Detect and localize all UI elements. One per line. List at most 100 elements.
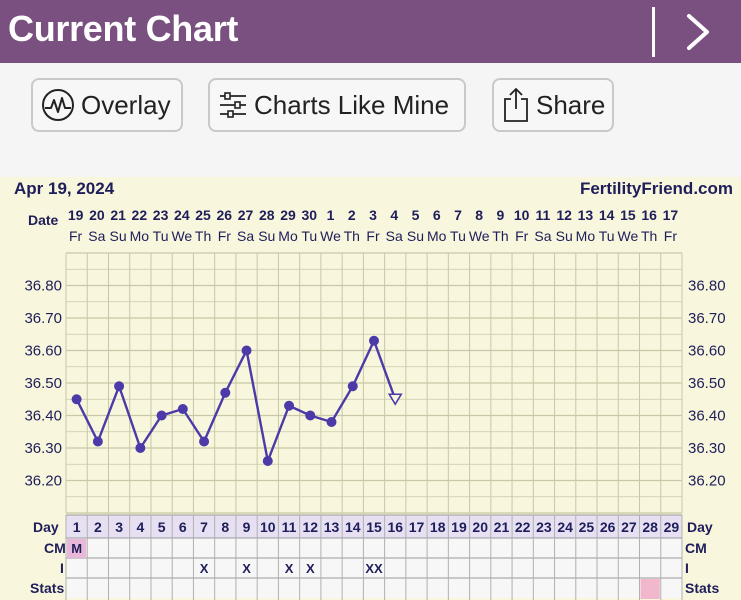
header-bar: Current Chart (0, 0, 741, 63)
date-label: 17 (663, 207, 679, 223)
date-label: 20 (89, 207, 105, 223)
weekday-label: Su (407, 228, 424, 244)
date-label: 10 (514, 207, 530, 223)
temperature-point (284, 400, 295, 411)
cycle-day-label: 28 (642, 519, 658, 535)
pulse-circle-icon (42, 89, 74, 121)
cm-marker-cell (67, 539, 87, 558)
weekday-label: We (171, 228, 192, 244)
overlay-button[interactable]: Overlay (31, 78, 183, 132)
page-title: Current Chart (8, 8, 239, 49)
date-label: 8 (475, 207, 483, 223)
cycle-day-label: 3 (115, 519, 123, 535)
weekday-label: Th (195, 228, 211, 244)
date-label: 5 (412, 207, 420, 223)
y-tick-label-left: 36.50 (24, 375, 62, 392)
temperature-point (71, 394, 82, 405)
cycle-day-label: 14 (345, 519, 361, 535)
weekday-label: Su (556, 228, 573, 244)
date-label: 4 (390, 207, 398, 223)
y-tick-label-left: 36.70 (24, 310, 62, 327)
date-label: 1 (327, 207, 335, 223)
weekday-label: We (469, 228, 490, 244)
weekday-label: We (618, 228, 639, 244)
weekday-label: Sa (237, 228, 254, 244)
cycle-day-label: 22 (515, 519, 531, 535)
intercourse-entry: X (285, 561, 294, 576)
cycle-day-label: 23 (536, 519, 552, 535)
cycle-day-label: 29 (664, 519, 680, 535)
chevron-right-icon[interactable] (683, 12, 713, 52)
intercourse-entry: XX (365, 561, 383, 576)
intercourse-entry: X (306, 561, 315, 576)
date-label: 22 (132, 207, 148, 223)
date-label: 24 (174, 207, 190, 223)
weekday-label: Tu (599, 228, 615, 244)
chart-date-title: Apr 19, 2024 (14, 179, 115, 198)
date-label: 3 (369, 207, 377, 223)
cycle-day-label: 15 (366, 519, 382, 535)
date-label: 11 (536, 207, 551, 223)
overlay-label: Overlay (81, 89, 171, 120)
weekday-label: Fr (366, 228, 380, 244)
data-row-band (66, 558, 682, 578)
cycle-day-label: 9 (243, 519, 251, 535)
y-tick-label-right: 36.20 (688, 473, 726, 490)
weekday-label: We (320, 228, 341, 244)
weekday-label: Su (258, 228, 275, 244)
temperature-point (326, 417, 337, 427)
date-label: 13 (578, 207, 594, 223)
i-row-label-left: I (60, 560, 64, 576)
temperature-point (135, 443, 146, 453)
header-divider (652, 7, 655, 57)
weekday-label: Su (110, 228, 127, 244)
day-row-label-right: Day (687, 519, 713, 535)
cycle-day-label: 5 (158, 519, 166, 535)
date-label: 30 (301, 207, 317, 223)
temperature-point (369, 335, 379, 346)
temperature-point (156, 410, 167, 421)
sliders-icon (220, 92, 246, 118)
y-tick-label-left: 36.40 (24, 408, 62, 425)
share-button[interactable]: Share (492, 78, 614, 132)
weekday-label: Th (344, 228, 360, 244)
cycle-day-label: 2 (94, 519, 102, 535)
date-label: 7 (454, 207, 462, 223)
y-tick-label-right: 36.60 (688, 343, 726, 360)
temperature-point (241, 345, 252, 356)
weekday-label: Th (641, 228, 657, 244)
date-label: 23 (153, 207, 169, 223)
cycle-day-label: 8 (221, 519, 229, 535)
weekday-label: Th (492, 228, 508, 244)
weekday-label: Sa (386, 228, 403, 244)
temperature-point (114, 381, 125, 392)
charts-like-mine-button[interactable]: Charts Like Mine (208, 78, 466, 132)
weekday-label: Fr (69, 228, 83, 244)
stats-marker-cell (640, 579, 660, 599)
chart-brand: FertilityFriend.com (580, 179, 733, 198)
y-tick-label-left: 36.60 (24, 343, 62, 360)
intercourse-entry: X (242, 561, 251, 576)
open-temperature-point (387, 393, 403, 406)
cycle-day-label: 11 (282, 519, 297, 535)
weekday-label: Tu (450, 228, 466, 244)
stats-row-label-left: Stats (30, 580, 64, 596)
date-label: 12 (556, 207, 572, 223)
charts-like-mine-label: Charts Like Mine (254, 89, 450, 120)
cycle-day-label: 17 (409, 519, 425, 535)
cycle-day-label: 4 (136, 519, 144, 535)
share-label: Share (536, 89, 606, 120)
temperature-line (75, 337, 397, 466)
y-tick-label-right: 36.70 (688, 310, 726, 327)
temperature-point (199, 436, 210, 447)
date-label: 19 (68, 207, 84, 223)
cycle-day-label: 26 (600, 519, 616, 535)
cycle-day-label: 7 (200, 519, 208, 535)
cycle-day-label: 19 (451, 519, 467, 535)
cycle-day-label: 12 (302, 519, 318, 535)
cm-entry: M (71, 541, 82, 556)
cycle-day-label: 16 (387, 519, 403, 535)
weekday-label: Tu (153, 228, 169, 244)
date-label: 9 (497, 207, 505, 223)
